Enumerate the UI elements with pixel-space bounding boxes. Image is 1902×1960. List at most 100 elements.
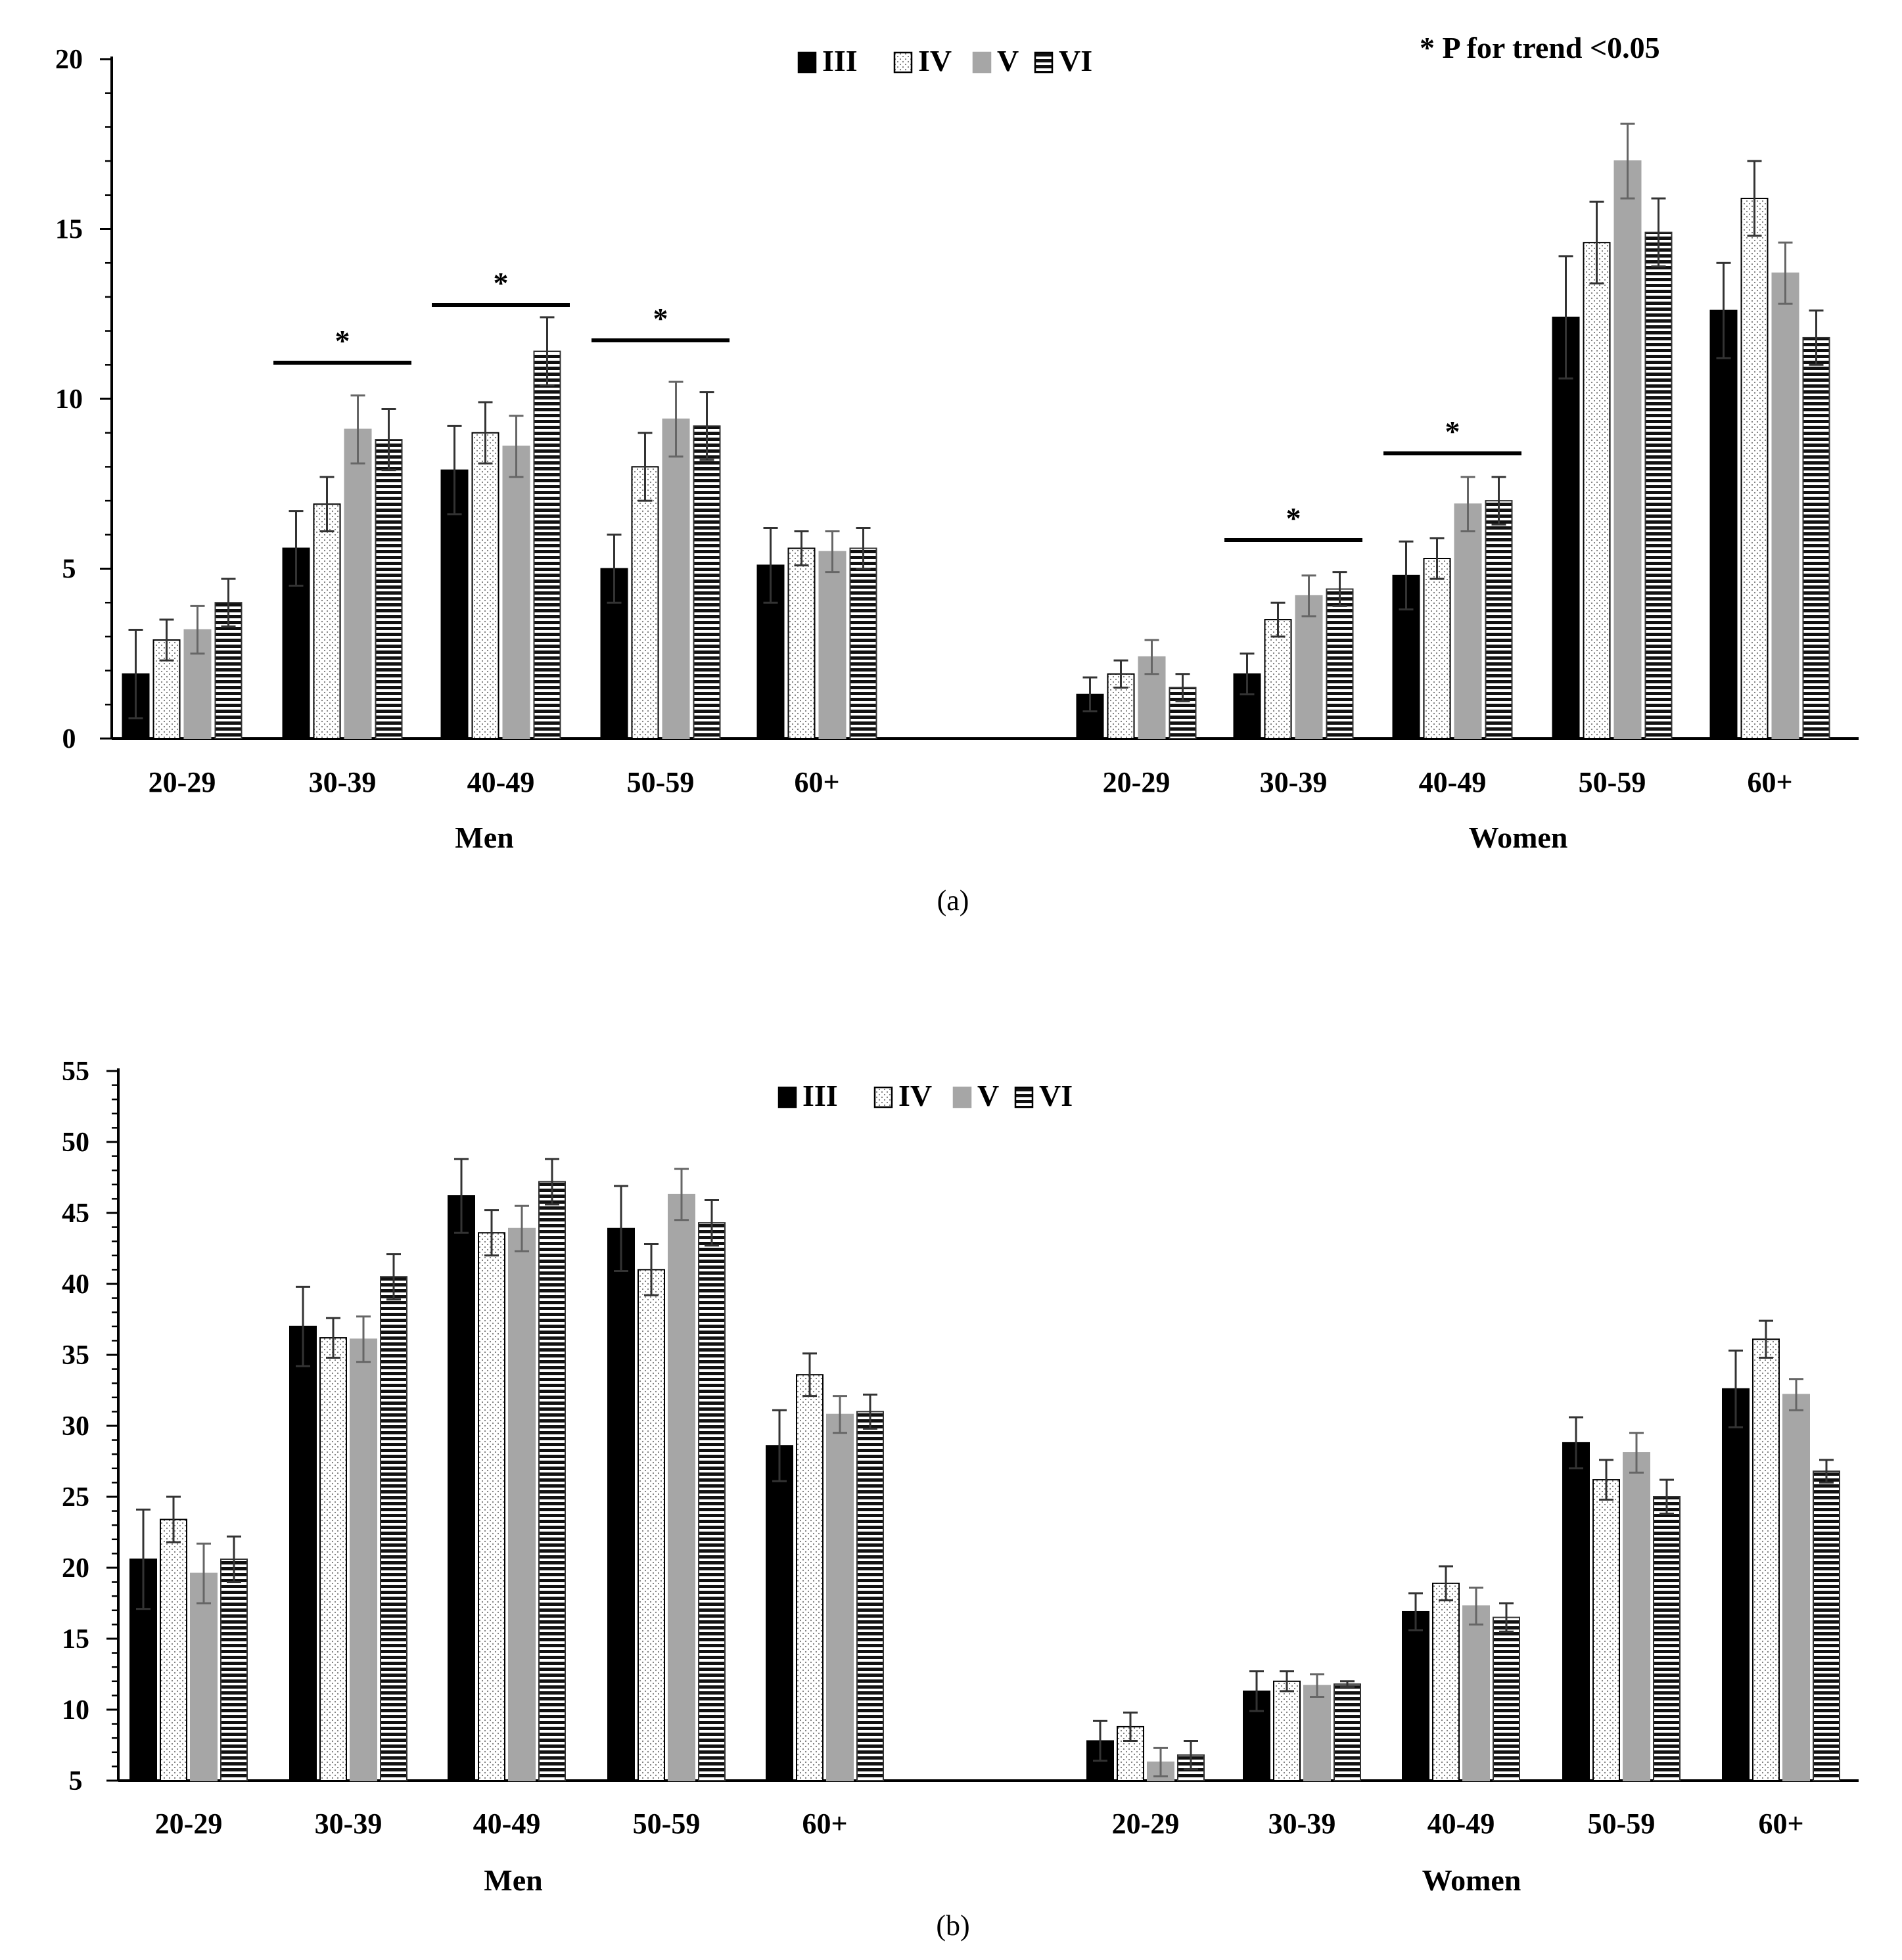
x-category-label: 30-39 (1268, 1808, 1336, 1840)
legend-label-IV: IV (918, 44, 952, 78)
bar-women-60+-V (1771, 272, 1799, 739)
legend-swatch-VI (1034, 51, 1054, 74)
bar-men-40-49-V (508, 1227, 536, 1781)
y-tick-label: 15 (55, 215, 83, 245)
group-label: Men (455, 821, 513, 854)
legend-swatch-III (777, 1086, 797, 1108)
y-tick-label: 45 (62, 1198, 89, 1229)
bar-men-40-49-III (448, 1195, 475, 1781)
legend-label-VI: VI (1059, 44, 1092, 78)
bar-women-50-59-IV (1583, 242, 1611, 739)
x-category-label: 30-39 (315, 1808, 383, 1840)
legend: III IV V VI (777, 1079, 1073, 1112)
legend-swatch-V (952, 1086, 972, 1108)
x-category-label: 60+ (1747, 766, 1792, 798)
legend-swatch-IV (873, 1086, 893, 1108)
significance-marker: * (335, 324, 350, 357)
bar-men-60+-IV (796, 1374, 823, 1781)
bar-women-30-39-IV (1273, 1680, 1301, 1782)
bar-women-40-49-V (1454, 503, 1482, 740)
y-tick-label: 20 (62, 1553, 89, 1584)
bar-men-60+-VI (856, 1411, 884, 1781)
bar-men-30-39-III (289, 1325, 317, 1782)
group-label: Women (1469, 821, 1568, 854)
bar-men-60+-V (826, 1413, 854, 1781)
bar-men-20-29-VI (220, 1559, 248, 1782)
bar-women-40-49-V (1462, 1605, 1490, 1782)
legend-swatch-V (972, 51, 992, 74)
significance-marker: * (494, 266, 509, 300)
bar-men-50-59-III (607, 1227, 635, 1781)
legend-swatch-VI (1014, 1086, 1034, 1108)
legend-swatch-IV (893, 51, 913, 74)
y-tick-label: 25 (62, 1482, 89, 1513)
panel-label: (a) (937, 884, 969, 917)
x-category-label: 40-49 (1419, 766, 1487, 798)
bar-men-60+-V (818, 551, 847, 740)
y-tick-label: 15 (62, 1624, 89, 1654)
bar-men-50-59-V (662, 419, 690, 740)
bar-women-60+-IV (1752, 1338, 1780, 1781)
legend-label-IV: IV (898, 1079, 932, 1112)
bar-women-50-59-VI (1644, 231, 1673, 740)
legend-label-III: III (822, 44, 858, 78)
y-tick-label: 30 (62, 1411, 89, 1442)
bar-women-30-39-IV (1264, 619, 1292, 739)
bar-men-30-39-V (350, 1338, 377, 1781)
bar-women-50-59-VI (1653, 1496, 1681, 1781)
significance-marker: * (1445, 415, 1460, 448)
bar-women-60+-III (1709, 309, 1738, 739)
bar-men-50-59-IV (631, 466, 659, 740)
y-tick-label: 40 (62, 1269, 89, 1300)
bar-men-40-49-VI (538, 1181, 566, 1781)
y-tick-label: 50 (62, 1128, 89, 1158)
bar-women-40-49-III (1402, 1610, 1429, 1781)
bar-women-30-39-VI (1334, 1683, 1361, 1782)
panel-b-chart: 5 10 15 20 25 30 35 40 45 50 55 20-29 30-39 40-49 50-5… (62, 1057, 1859, 1942)
bar-women-50-59-IV (1592, 1479, 1620, 1782)
group-label: Men (484, 1863, 542, 1897)
panel-a-chart: 0 5 10 15 20 20-29 30-39 40-49 50-59 60+ Men * * * 20-… (55, 31, 1859, 917)
x-category-label: 40-49 (467, 766, 535, 798)
bar-women-60+-III (1722, 1388, 1750, 1782)
bar-women-30-39-V (1303, 1685, 1331, 1782)
bar-women-60+-IV (1740, 197, 1769, 740)
x-category-label: 20-29 (149, 766, 216, 798)
bar-women-40-49-III (1392, 574, 1420, 740)
y-tick-label: 5 (62, 555, 76, 585)
legend-label-III: III (802, 1079, 838, 1112)
bar-women-60+-V (1782, 1394, 1810, 1781)
x-category-label: 50-59 (1579, 766, 1646, 798)
bar-men-30-39-VI (380, 1276, 407, 1781)
x-category-label: 40-49 (1427, 1808, 1495, 1840)
bar-women-40-49-IV (1423, 557, 1451, 739)
x-category-label: 60+ (1758, 1808, 1803, 1840)
legend-label-VI: VI (1039, 1079, 1073, 1112)
bar-men-30-39-IV (313, 503, 341, 740)
bar-men-30-39-V (344, 428, 372, 740)
bar-men-20-29-V (190, 1572, 218, 1781)
x-category-label: 20-29 (1103, 766, 1171, 798)
bar-men-60+-VI (849, 547, 877, 739)
bar-men-50-59-VI (693, 425, 721, 739)
x-category-label: 50-59 (1588, 1808, 1656, 1840)
bar-women-50-59-III (1562, 1442, 1590, 1781)
group-label: Women (1422, 1863, 1521, 1897)
x-category-label: 60+ (794, 766, 839, 798)
bar-men-40-49-IV (478, 1232, 505, 1781)
bar-men-40-49-IV (471, 432, 499, 739)
bar-women-40-49-VI (1485, 500, 1513, 739)
y-tick-label: 55 (62, 1057, 89, 1087)
y-tick-label: 5 (69, 1766, 83, 1796)
bar-women-30-39-V (1295, 595, 1323, 739)
bar-women-60+-VI (1813, 1470, 1840, 1782)
x-category-label: 50-59 (627, 766, 695, 798)
panel-label: (b) (936, 1909, 969, 1942)
x-category-label: 20-29 (1112, 1808, 1180, 1840)
x-category-label: 20-29 (155, 1808, 223, 1840)
legend-label-V: V (977, 1079, 999, 1112)
legend: III IV V VI (797, 44, 1092, 78)
x-category-label: 30-39 (1260, 766, 1328, 798)
bar-women-50-59-V (1623, 1452, 1650, 1782)
